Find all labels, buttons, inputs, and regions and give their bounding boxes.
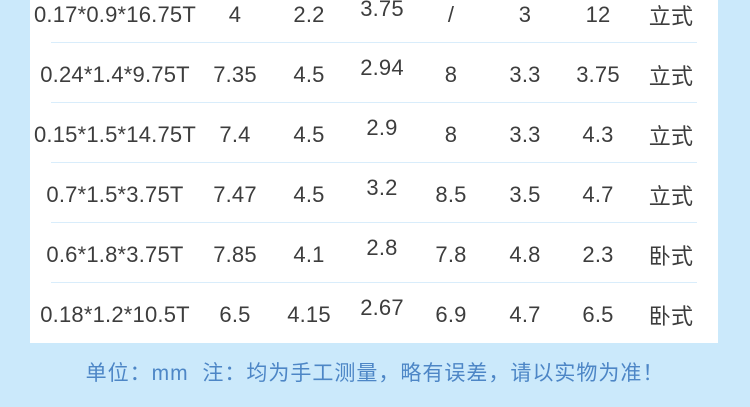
spec-value: / bbox=[447, 2, 455, 27]
spec-size: 0.17*0.9*16.75T bbox=[33, 2, 197, 27]
table-row: 0.18*1.2*10.5T 6.5 4.15 2.67 6.9 4.7 6.5… bbox=[30, 282, 718, 343]
spec-value: 8.5 bbox=[435, 182, 467, 207]
spec-value: 7.47 bbox=[213, 182, 257, 207]
table-row: 0.6*1.8*3.75T 7.85 4.1 2.8 7.8 4.8 2.3 卧… bbox=[30, 222, 718, 282]
spec-size: 0.18*1.2*10.5T bbox=[40, 302, 190, 327]
row-divider bbox=[51, 102, 697, 103]
spec-value: 12 bbox=[585, 2, 611, 27]
spec-value: 4.7 bbox=[509, 302, 541, 327]
spec-value: 6.5 bbox=[582, 302, 614, 327]
spec-value: 4.7 bbox=[582, 182, 614, 207]
spec-value: 4 bbox=[228, 2, 242, 27]
row-divider bbox=[51, 282, 697, 283]
row-divider bbox=[51, 42, 697, 43]
spec-orientation: 立式 bbox=[648, 4, 694, 29]
spec-value: 4.5 bbox=[293, 122, 325, 147]
spec-value: 7.4 bbox=[219, 122, 251, 147]
measurement-note: 单位：mm 注：均为手工测量，略有误差，请以实物为准！ bbox=[85, 362, 665, 385]
spec-size: 0.24*1.4*9.75T bbox=[40, 62, 190, 87]
spec-value: 7.8 bbox=[435, 242, 467, 267]
spec-orientation: 立式 bbox=[648, 124, 694, 149]
spec-value: 2.2 bbox=[293, 2, 325, 27]
spec-orientation: 卧式 bbox=[648, 304, 694, 329]
spec-value: 2.8 bbox=[366, 235, 398, 260]
spec-size: 0.15*1.5*14.75T bbox=[33, 122, 197, 147]
spec-value: 2.3 bbox=[582, 242, 614, 267]
spec-value: 7.85 bbox=[213, 242, 257, 267]
spec-value: 3 bbox=[518, 2, 532, 27]
table-row: 0.15*1.5*14.75T 7.4 4.5 2.9 8 3.3 4.3 立式 bbox=[30, 102, 718, 162]
spec-value: 4.8 bbox=[509, 242, 541, 267]
table-row: 0.7*1.5*3.75T 7.47 4.5 3.2 8.5 3.5 4.7 立… bbox=[30, 162, 718, 222]
spec-value: 6.5 bbox=[219, 302, 251, 327]
row-divider bbox=[51, 162, 697, 163]
spec-size: 0.6*1.8*3.75T bbox=[46, 242, 184, 267]
spec-value: 4.5 bbox=[293, 62, 325, 87]
spec-value: 3.5 bbox=[509, 182, 541, 207]
spec-table-panel: 0.17*0.9*16.75T 4 2.2 3.75 / 3 12 立式 0.2… bbox=[30, 0, 718, 343]
table-row: 0.24*1.4*9.75T 7.35 4.5 2.94 8 3.3 3.75 … bbox=[30, 42, 718, 102]
spec-value: 3.75 bbox=[576, 62, 620, 87]
spec-value: 3.3 bbox=[509, 62, 541, 87]
spec-value: 8 bbox=[444, 122, 458, 147]
spec-value: 6.9 bbox=[435, 302, 467, 327]
spec-value: 4.5 bbox=[293, 182, 325, 207]
spec-orientation: 立式 bbox=[648, 184, 694, 209]
spec-value: 2.94 bbox=[360, 55, 404, 80]
spec-value: 2.67 bbox=[360, 295, 404, 320]
spec-orientation: 卧式 bbox=[648, 244, 694, 269]
spec-value: 4.1 bbox=[293, 242, 325, 267]
spec-value: 4.3 bbox=[582, 122, 614, 147]
spec-value: 3.75 bbox=[360, 0, 404, 21]
spec-value: 2.9 bbox=[366, 115, 398, 140]
spec-orientation: 立式 bbox=[648, 64, 694, 89]
table-row: 0.17*0.9*16.75T 4 2.2 3.75 / 3 12 立式 bbox=[30, 0, 718, 42]
spec-value: 3.3 bbox=[509, 122, 541, 147]
spec-value: 8 bbox=[444, 62, 458, 87]
spec-value: 4.15 bbox=[287, 302, 331, 327]
spec-value: 7.35 bbox=[213, 62, 257, 87]
spec-value: 3.2 bbox=[366, 175, 398, 200]
spec-size: 0.7*1.5*3.75T bbox=[46, 182, 184, 207]
row-divider bbox=[51, 222, 697, 223]
